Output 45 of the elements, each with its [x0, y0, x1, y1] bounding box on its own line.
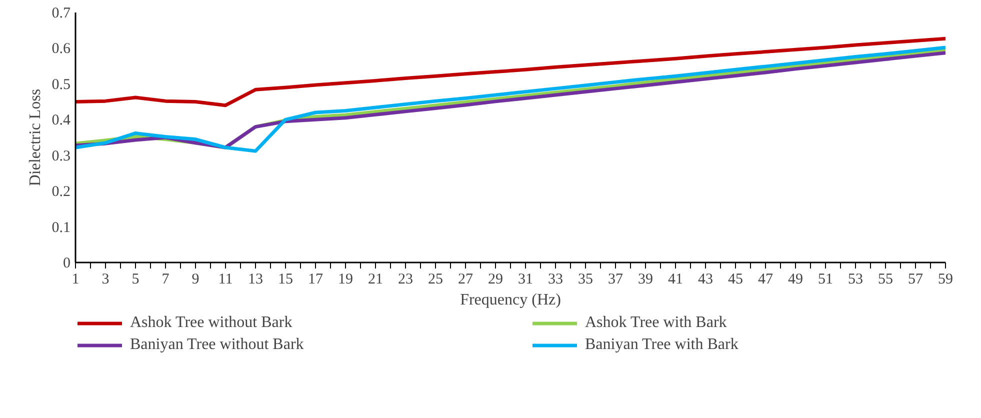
x-tick-label: 1 — [72, 272, 80, 288]
y-tick-label: 0.4 — [52, 112, 71, 129]
x-tick-label: 55 — [878, 272, 893, 288]
x-tick-label: 9 — [192, 272, 200, 288]
legend-label: Baniyan Tree without Bark — [130, 336, 305, 354]
x-tick-label: 41 — [668, 272, 683, 288]
x-tick-label: 19 — [338, 272, 353, 288]
legend-label: Ashok Tree without Bark — [130, 314, 294, 332]
x-tick-label: 11 — [218, 272, 233, 288]
legend-label: Ashok Tree with Bark — [585, 314, 728, 332]
x-tick-label: 27 — [458, 272, 474, 288]
y-tick-label: 0.2 — [52, 184, 70, 200]
x-tick-label: 15 — [278, 272, 293, 288]
x-tick-label: 13 — [248, 272, 263, 288]
y-tick-label: 0.5 — [52, 76, 70, 93]
x-tick-label: 31 — [518, 272, 533, 288]
x-tick-label: 7 — [162, 272, 170, 288]
x-tick-label: 25 — [428, 272, 443, 288]
x-axis-title: Frequency (Hz) — [460, 292, 561, 308]
x-tick-label: 49 — [788, 272, 803, 288]
y-axis-title: Dielectric Loss — [26, 88, 44, 186]
x-tick-label: 3 — [102, 272, 110, 288]
x-tick-label: 29 — [488, 272, 503, 288]
y-tick-label: 0.3 — [52, 148, 70, 164]
x-tick-label: 39 — [638, 272, 653, 288]
legend-label: Baniyan Tree with Bark — [585, 336, 740, 354]
x-tick-label: 45 — [728, 272, 743, 288]
x-tick-label: 53 — [848, 272, 863, 288]
x-tick-label: 43 — [698, 272, 713, 288]
line-series — [76, 36, 946, 108]
x-tick-label: 23 — [398, 272, 413, 288]
x-tick-label: 51 — [818, 272, 833, 288]
x-tick-label: 17 — [308, 272, 324, 288]
x-tick-label: 57 — [908, 272, 924, 288]
x-tick-label: 5 — [132, 272, 140, 288]
y-tick-label: 0.6 — [52, 41, 71, 58]
y-tick-label: 0 — [63, 256, 70, 272]
y-tick-label: 0.1 — [52, 220, 70, 236]
x-tick-label: 35 — [578, 272, 593, 288]
x-tick-label: 33 — [548, 272, 563, 288]
x-tick-label: 21 — [368, 272, 383, 288]
x-tick-label: 37 — [608, 272, 624, 288]
x-tick-label: 47 — [758, 272, 774, 288]
x-tick-label: 59 — [938, 272, 953, 288]
y-tick-label: 0.7 — [52, 6, 71, 22]
